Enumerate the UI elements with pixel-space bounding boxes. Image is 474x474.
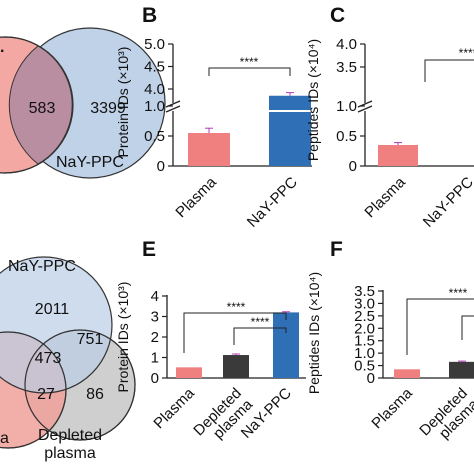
panel-f-ytick-1-label: 0.5 (354, 358, 375, 375)
panel-e-yticks: 0 1 2 3 4 (151, 288, 167, 387)
panel-e-ylabel: Protein IDs (×10³) (115, 282, 131, 393)
panel-b-ytick-low-1-label: 0.5 (144, 128, 165, 145)
venn-bottom-ppc-circle (0, 256, 113, 394)
panel-letter-f: F (330, 238, 343, 261)
venn-top-panel-mark: . (0, 39, 4, 56)
panel-e-ytick-0-label: 0 (151, 370, 159, 387)
panel-c-significance: **** (424, 46, 474, 82)
panel-e-xlabel-depleted: Depletedplasma (190, 384, 256, 450)
chart-panel-f: Peptides IDs (×10⁴) 00.51.01.52.02.53.03… (306, 272, 474, 450)
chart-panel-e: Protein IDs (×10³) 0 1 2 3 4 PlasmaDepletedp… (115, 282, 306, 450)
venn-top-shared-value: 583 (29, 100, 56, 117)
panel-f-ytick-3-label: 1.5 (354, 333, 375, 350)
panel-f-ytick-0-label: 0 (367, 370, 375, 387)
panel-b-xlabel-nayppc: NaY-PPC (244, 174, 301, 231)
panel-e-xlabel-plasma: Plasma (150, 384, 198, 432)
panel-c-ytick-low-2-label: 1.0 (336, 98, 357, 115)
venn-bottom-depleted-label2: plasma (44, 445, 96, 462)
panel-c-xlabels: Plasma NaY-PPC (361, 173, 474, 230)
venn-bottom-ppc-label: NaY-PPC (8, 258, 76, 275)
panel-e-bar-nayppc (273, 312, 299, 378)
panel-c-bar-plasma (378, 145, 418, 166)
panel-f-xlabels: Plasma Depletedplasma (368, 384, 474, 450)
panel-f-significance: **** (406, 286, 474, 355)
panel-f-sig-label: **** (449, 286, 468, 300)
panel-e-xlabel-plasma-line: Plasma (150, 384, 198, 432)
panel-e-significance: **** **** (183, 300, 287, 353)
panel-f-bar-depleted (449, 361, 474, 378)
panel-b-xlabel-plasma: Plasma (172, 173, 220, 221)
panel-c-ytick-high-1-label: 4.0 (336, 36, 357, 53)
panel-e-bar-plasma (176, 367, 202, 378)
panel-f-bar-plasma (394, 369, 420, 378)
panel-e-ytick-4-label: 4 (151, 288, 159, 305)
panel-c-xlabel-plasma-line: Plasma (361, 173, 409, 221)
panel-b-xlabels: Plasma NaY-PPC (172, 173, 301, 230)
panel-f-ytick-5-label: 2.5 (354, 308, 375, 325)
panel-f-bars (394, 360, 474, 378)
panel-f-xlabel-plasma-line: Plasma (368, 384, 416, 432)
panel-e-ytick-3-label: 3 (151, 309, 159, 326)
panel-f-xlabel-plasma: Plasma (368, 384, 416, 432)
panel-letter-c: C (330, 4, 345, 27)
panel-b-ytick-high-0-label: 4.0 (144, 81, 165, 98)
panel-b-ytick-high-1-label: 4.5 (144, 59, 165, 76)
venn-bottom-plasma-depleted: 27 (37, 386, 55, 403)
panel-f-ytick-2-label: 1.0 (354, 345, 375, 362)
panel-b-ytick-low-2-label: 1.0 (144, 98, 165, 115)
panel-f-yticks: 00.51.01.52.02.53.03.5 (354, 283, 383, 387)
panel-c-ytick-low-1-label: 0.5 (336, 128, 357, 145)
panel-c-xlabel-nayppc: NaY-PPC (420, 174, 474, 231)
panel-e-sig-label-2: **** (251, 315, 270, 329)
panel-c-yticks: 0 0.5 1.0 3.5 4.0 (336, 36, 365, 175)
venn-bottom-depleted-only: 86 (86, 386, 104, 403)
venn-bottom-depleted-label: Depleted (38, 427, 102, 444)
panel-b-bar-nayppc-lower (269, 112, 311, 166)
venn-bottom: NaY-PPC 2011 751 473 27 86 a Depleted pl… (0, 256, 136, 462)
panel-b-xlabel-nayppc-line: NaY-PPC (244, 174, 301, 231)
panel-f-xlabel-depleted: Depletedplasma (416, 384, 474, 450)
panel-c-ytick-low-0-label: 0 (349, 158, 357, 175)
panel-c-xlabel-nayppc-line: NaY-PPC (420, 174, 474, 231)
panel-e-sig-label-1: **** (227, 300, 246, 314)
panel-e-ytick-2-label: 2 (151, 329, 159, 346)
panel-f-ytick-6-label: 3.0 (354, 295, 375, 312)
panel-b-sig-label: **** (240, 55, 259, 69)
panel-b-bars (188, 92, 311, 166)
panel-b-ylabel: Protein IDs (×10³) (115, 47, 131, 158)
panel-c-ytick-high-0-label: 3.5 (336, 59, 357, 76)
panel-f-ytick-4-label: 2.0 (354, 320, 375, 337)
panel-b-bar-nayppc (269, 95, 311, 110)
panel-b-xlabel-plasma-line: Plasma (172, 173, 220, 221)
venn-top: 583 3399 NaY-PPC . (0, 27, 166, 179)
panel-c-bars (378, 142, 418, 166)
panel-letter-b: B (142, 4, 157, 27)
panel-e-bars (176, 311, 299, 378)
panel-b-ytick-low-0-label: 0 (157, 158, 165, 175)
panel-c-sig-label: **** (459, 46, 474, 60)
venn-bottom-ppc-only: 2011 (35, 301, 70, 318)
venn-bottom-plasma-label: a (0, 430, 9, 447)
panel-b-significance: **** (208, 55, 291, 76)
panel-b-yticks: 0 0.5 1.04.0 4.5 5.0 (144, 36, 173, 175)
venn-bottom-all-three: 473 (35, 350, 62, 367)
panel-c-ylabel: Peptides IDs (×10⁴) (305, 39, 321, 161)
panel-f-ytick-7-label: 3.5 (354, 283, 375, 300)
panel-letter-e: E (142, 238, 156, 261)
panel-b-bar-plasma (188, 133, 230, 166)
panel-c-xlabel-plasma: Plasma (361, 173, 409, 221)
venn-top-ppc-only-value: 3399 (90, 100, 126, 117)
venn-top-ppc-label: NaY-PPC (56, 154, 124, 171)
panel-b-ytick-high-2-label: 5.0 (144, 36, 165, 53)
chart-panel-b: Protein IDs (×10³) 0 0.5 1.04.0 4.5 5.0 Plas… (115, 36, 312, 231)
panel-e-bar-depleted (223, 355, 249, 378)
chart-panel-c: Peptides IDs (×10⁴) 0 0.5 1.0 3.5 4.0 Plasma… (305, 36, 474, 231)
venn-bottom-ppc-depleted: 751 (77, 331, 104, 348)
panel-f-ylabel: Peptides IDs (×10⁴) (306, 272, 322, 394)
panel-e-ytick-1-label: 1 (151, 350, 159, 367)
